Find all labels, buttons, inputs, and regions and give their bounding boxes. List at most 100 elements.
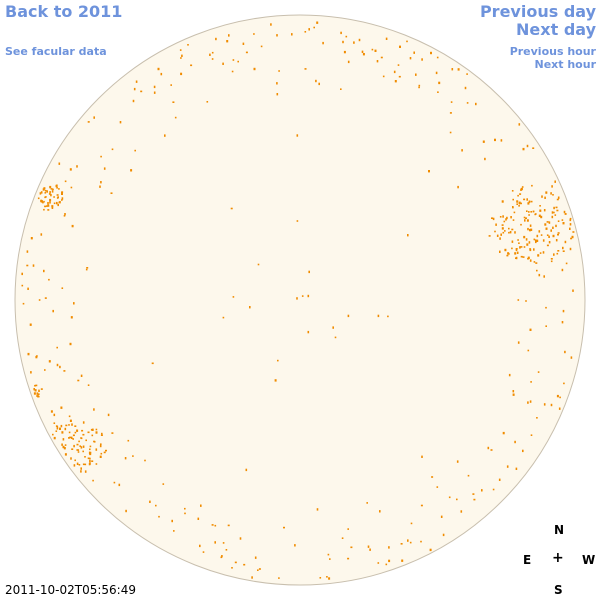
facular-point (77, 451, 80, 453)
facular-point (557, 250, 560, 252)
facular-point (43, 208, 45, 211)
facular-point (37, 197, 40, 200)
facular-point (518, 242, 520, 244)
facular-point (559, 396, 561, 399)
facular-point (43, 187, 46, 190)
facular-point (526, 198, 528, 201)
facular-point (400, 543, 403, 545)
facular-point (519, 193, 522, 195)
facular-point (526, 210, 528, 212)
facular-point (563, 382, 565, 385)
facular-point (68, 437, 70, 439)
facular-point (71, 224, 74, 228)
previous-day-link[interactable]: Previous day (479, 2, 596, 21)
facular-point (466, 73, 468, 75)
facular-point (89, 457, 91, 460)
facular-point (537, 254, 540, 257)
facular-point (438, 81, 441, 85)
back-to-year-link[interactable]: Back to 2011 (5, 2, 123, 21)
facular-point (341, 537, 344, 539)
facular-point (398, 75, 401, 78)
previous-hour-link[interactable]: Previous hour (509, 45, 596, 58)
facular-point (508, 253, 510, 255)
facular-point (44, 196, 46, 199)
facular-point (206, 101, 209, 103)
facular-point (89, 445, 92, 448)
see-facular-data-link[interactable]: See facular data (5, 45, 107, 58)
facular-point (50, 193, 52, 197)
facular-point (47, 204, 50, 207)
facular-point (274, 379, 277, 382)
facular-point (61, 287, 64, 289)
facular-point (99, 444, 102, 448)
facular-point (56, 187, 58, 189)
facular-point (534, 213, 536, 216)
facular-point (34, 389, 37, 392)
facular-point (277, 359, 279, 362)
facular-point (548, 221, 551, 224)
facular-point (87, 457, 90, 460)
next-day-link[interactable]: Next day (516, 20, 596, 39)
facular-point (555, 224, 557, 228)
facular-point (113, 481, 116, 484)
facular-point (88, 462, 91, 466)
facular-point (69, 342, 72, 346)
facular-point (529, 224, 532, 227)
facular-point (345, 35, 348, 38)
facular-point (243, 563, 246, 566)
facular-point (512, 390, 515, 393)
facular-point (76, 429, 79, 432)
facular-point (520, 246, 523, 248)
facular-point (64, 444, 67, 446)
facular-point (421, 58, 423, 61)
facular-point (526, 144, 529, 148)
facular-point (428, 170, 430, 173)
facular-point (64, 453, 67, 456)
facular-point (464, 86, 467, 90)
facular-point (162, 483, 165, 485)
facular-point (421, 455, 423, 458)
facular-point (562, 250, 565, 252)
facular-point (84, 470, 87, 473)
facular-point (456, 460, 459, 463)
facular-point (552, 226, 554, 229)
facular-point (457, 68, 460, 71)
facular-point (466, 102, 469, 104)
facular-point (409, 541, 412, 544)
facular-point (307, 330, 310, 334)
facular-point (570, 237, 573, 240)
facular-point (222, 316, 225, 319)
facular-point (546, 234, 549, 236)
facular-point (511, 247, 513, 250)
facular-point (328, 577, 331, 580)
facular-point (197, 517, 200, 520)
facular-point (61, 431, 64, 434)
facular-point (44, 297, 47, 299)
facular-point (111, 148, 114, 151)
facular-point (130, 169, 133, 172)
facular-point (257, 263, 260, 266)
facular-point (68, 424, 70, 426)
facular-point (270, 23, 272, 26)
next-hour-link[interactable]: Next hour (534, 58, 597, 71)
facular-point (340, 88, 342, 90)
facular-point (535, 262, 538, 264)
facular-point (72, 438, 74, 440)
facular-point (110, 192, 113, 194)
facular-point (523, 235, 526, 239)
facular-point (70, 316, 73, 319)
facular-point (37, 395, 39, 398)
facular-point (239, 537, 242, 540)
facular-point (304, 68, 307, 70)
facular-point (95, 428, 98, 431)
facular-point (407, 234, 409, 237)
facular-point (388, 559, 391, 563)
facular-point (39, 192, 42, 195)
facular-point (26, 264, 29, 267)
facular-point (397, 64, 400, 66)
facular-point (74, 431, 77, 434)
facular-point (79, 445, 81, 447)
facular-point (80, 437, 82, 439)
facular-point (44, 369, 46, 371)
facular-point (380, 56, 383, 59)
